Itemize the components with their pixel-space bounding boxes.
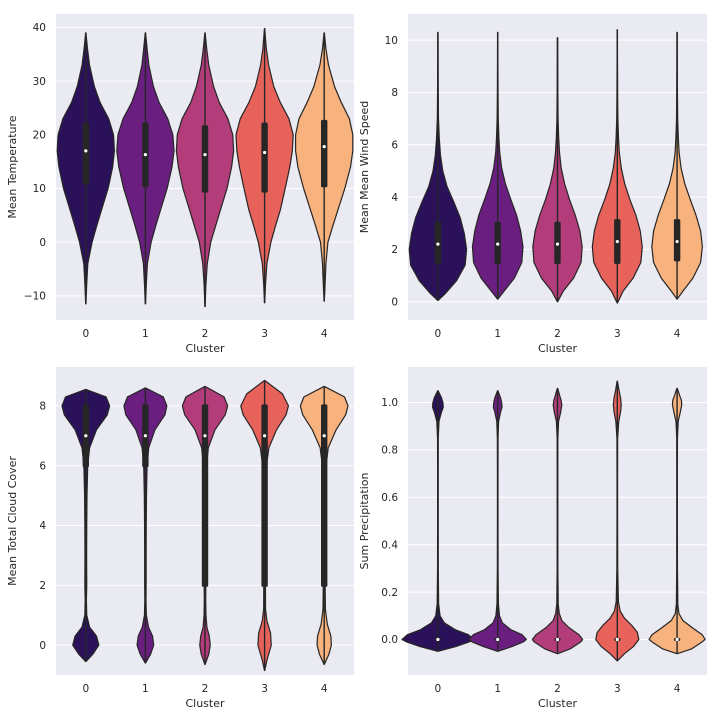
- violin-median-point: [555, 242, 560, 246]
- x-tick-label: 0: [435, 328, 442, 340]
- violin-iqr-box: [261, 122, 268, 193]
- panel-sum-precipitation: 0.0 0.2 0.4 0.6 0.8 1.0 0 1 2 3 4 Cluster Sum Precip…: [358, 367, 707, 710]
- violin-median-point: [615, 637, 619, 642]
- x-tick-label: 1: [142, 683, 149, 695]
- x-tick-label: 4: [674, 683, 681, 695]
- x-tick-label: 2: [554, 328, 561, 340]
- violin-median-point: [675, 637, 679, 642]
- y-axis-label: Mean Temperature: [6, 115, 19, 218]
- x-tick-label: 0: [435, 683, 442, 695]
- y-axis-label: Mean Mean Wind Speed: [358, 101, 371, 234]
- y-tick-label: 2: [391, 244, 398, 256]
- y-tick-label: 8: [39, 401, 46, 413]
- x-tick-label: 2: [202, 328, 209, 340]
- y-axis-label: Sum Precipitation: [358, 473, 371, 570]
- violin-median-point: [322, 434, 326, 438]
- x-tick-label: 2: [202, 683, 209, 695]
- violin-median-point: [84, 434, 88, 438]
- y-tick-label: 0: [39, 237, 46, 249]
- y-axis-label: Mean Total Cloud Cover: [6, 456, 19, 586]
- panel-mean-wind-speed: 0 2 4 6 8 10 0 1 2 3 4 Cluster Mean Mean Wind Speed: [358, 14, 707, 355]
- violin-median-point: [322, 145, 326, 149]
- violin-median-point: [436, 242, 440, 246]
- y-tick-label: 0.0: [381, 634, 398, 646]
- y-tick-label: 20: [33, 129, 46, 141]
- y-tick-label: 4: [39, 520, 46, 532]
- y-tick-label: 40: [33, 22, 46, 34]
- x-tick-label: 3: [261, 328, 268, 340]
- y-tick-label: 0: [391, 296, 398, 308]
- violin-iqr-box: [201, 404, 209, 587]
- violin-median-point: [496, 637, 500, 642]
- x-axis-label: Cluster: [185, 342, 225, 355]
- panel-mean-temperature: −10 0 10 20 30 40 0 1 2 3 4 Cluster Mean Temperature: [6, 14, 354, 355]
- violin-median-point: [555, 637, 560, 642]
- y-tick-label: 10: [385, 35, 398, 47]
- y-tick-label: 0.6: [381, 492, 398, 504]
- x-tick-label: 1: [142, 328, 149, 340]
- x-tick-label: 4: [321, 328, 328, 340]
- violin-iqr-box: [82, 122, 89, 185]
- x-tick-label: 1: [494, 328, 501, 340]
- x-axis-label: Cluster: [538, 342, 578, 355]
- violin-median-point: [203, 153, 207, 157]
- y-tick-label: 8: [391, 87, 398, 99]
- violin-median-point: [143, 153, 147, 157]
- x-tick-label: 0: [82, 328, 89, 340]
- violin-median-point: [263, 150, 267, 155]
- y-tick-label: 6: [39, 460, 46, 472]
- y-tick-label: 2: [39, 580, 46, 592]
- y-tick-label: 0.8: [381, 445, 398, 457]
- x-tick-label: 3: [614, 328, 621, 340]
- y-tick-label: 0: [39, 640, 46, 652]
- x-tick-label: 4: [674, 328, 681, 340]
- y-tick-label: 10: [33, 183, 46, 195]
- violin-iqr-box: [321, 404, 328, 587]
- y-tick-label: 0.2: [381, 587, 398, 599]
- violin-median-point: [263, 434, 267, 438]
- violin-median-point: [143, 434, 147, 438]
- y-tick-label: 30: [33, 76, 46, 88]
- y-tick-label: −10: [24, 291, 46, 303]
- x-tick-label: 0: [82, 683, 89, 695]
- violin-median-point: [615, 239, 619, 244]
- panel-mean-total-cloud-cover: 0 2 4 6 8 0 1 2 3 4 Cluster Mean Total Cloud Cover: [6, 367, 354, 710]
- violin-median-point: [436, 637, 440, 642]
- violin-iqr-box: [201, 125, 209, 193]
- violin-median-point: [675, 239, 679, 244]
- y-tick-label: 6: [391, 139, 398, 151]
- violin-median-point: [203, 434, 207, 438]
- y-tick-label: 0.4: [381, 539, 398, 551]
- x-tick-label: 3: [614, 683, 621, 695]
- violin-iqr-box: [261, 404, 268, 587]
- x-tick-label: 2: [554, 683, 561, 695]
- y-tick-label: 1.0: [381, 397, 398, 409]
- violin-median-point: [84, 149, 88, 153]
- violin-median-point: [496, 242, 500, 246]
- x-axis-label: Cluster: [185, 697, 225, 710]
- x-tick-label: 1: [494, 683, 501, 695]
- x-tick-label: 3: [261, 683, 268, 695]
- y-tick-label: 4: [391, 192, 398, 204]
- x-tick-label: 4: [321, 683, 328, 695]
- x-axis-label: Cluster: [538, 697, 578, 710]
- violin-iqr-box: [321, 119, 328, 188]
